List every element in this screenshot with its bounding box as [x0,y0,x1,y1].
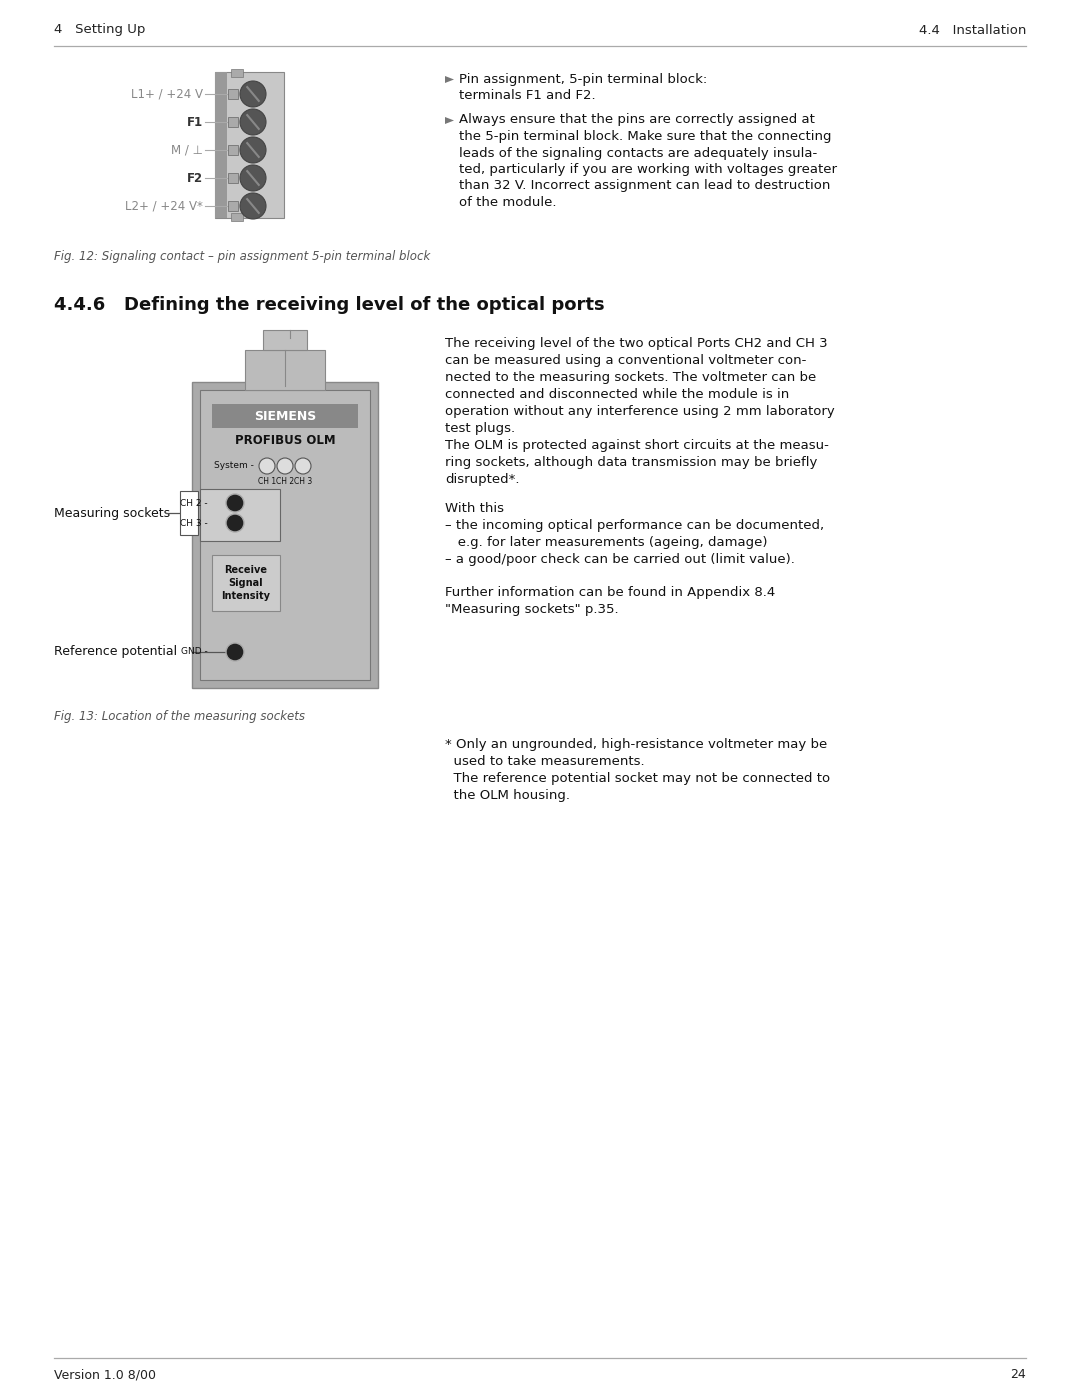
Text: nected to the measuring sockets. The voltmeter can be: nected to the measuring sockets. The vol… [445,372,816,384]
Text: leads of the signaling contacts are adequately insula-: leads of the signaling contacts are adeq… [459,147,818,159]
Text: Always ensure that the pins are correctly assigned at: Always ensure that the pins are correctl… [459,113,815,127]
Text: The receiving level of the two optical Ports CH2 and CH 3: The receiving level of the two optical P… [445,337,827,351]
Text: the OLM housing.: the OLM housing. [445,789,570,802]
Text: disrupted*.: disrupted*. [445,474,519,486]
Text: M / ⊥: M / ⊥ [171,144,203,156]
Text: ring sockets, although data transmission may be briefly: ring sockets, although data transmission… [445,455,818,469]
Text: 4.4   Installation: 4.4 Installation [919,24,1026,36]
Circle shape [240,193,266,219]
Bar [228,117,238,127]
Text: used to take measurements.: used to take measurements. [445,754,645,768]
Bar [180,490,198,535]
Text: "Measuring sockets" p.35.: "Measuring sockets" p.35. [445,604,619,616]
Text: – a good/poor check can be carried out (limit value).: – a good/poor check can be carried out (… [445,553,795,566]
Bar [264,330,307,351]
Bar [215,73,227,218]
Text: F1: F1 [187,116,203,129]
Text: With this: With this [445,502,504,515]
Circle shape [226,514,244,532]
Circle shape [276,458,293,474]
Text: F2: F2 [187,172,203,184]
Bar [228,201,238,211]
Text: Receive
Signal
Intensity: Receive Signal Intensity [221,564,270,601]
Text: Version 1.0 8/00: Version 1.0 8/00 [54,1369,156,1382]
Circle shape [240,137,266,163]
Text: terminals F1 and F2.: terminals F1 and F2. [459,89,596,102]
Text: 24: 24 [1010,1369,1026,1382]
Text: CH 1: CH 1 [258,476,276,486]
Text: CH 3 -: CH 3 - [180,518,208,528]
Bar [212,555,280,610]
Text: GND -: GND - [181,647,208,657]
Bar [212,404,357,427]
Bar [231,68,243,77]
Text: Further information can be found in Appendix 8.4: Further information can be found in Appe… [445,585,775,599]
Polygon shape [445,117,454,124]
Text: 4.4.6   Defining the receiving level of the optical ports: 4.4.6 Defining the receiving level of th… [54,296,605,314]
Circle shape [226,495,244,511]
Text: Pin assignment, 5-pin terminal block:: Pin assignment, 5-pin terminal block: [459,73,707,85]
Text: Reference potential: Reference potential [54,645,177,658]
Text: CH 2 -: CH 2 - [180,499,208,507]
Text: L2+ / +24 V*: L2+ / +24 V* [125,200,203,212]
Bar [228,145,238,155]
Circle shape [240,109,266,136]
Text: 4   Setting Up: 4 Setting Up [54,24,146,36]
Text: * Only an ungrounded, high-resistance voltmeter may be: * Only an ungrounded, high-resistance vo… [445,738,827,752]
Text: than 32 V. Incorrect assignment can lead to destruction: than 32 V. Incorrect assignment can lead… [459,179,831,193]
Circle shape [295,458,311,474]
Text: operation without any interference using 2 mm laboratory: operation without any interference using… [445,405,835,418]
Text: ted, particularly if you are working with voltages greater: ted, particularly if you are working wit… [459,163,837,176]
Circle shape [259,458,275,474]
Text: Measuring sockets: Measuring sockets [54,507,171,520]
Bar [215,73,284,218]
Circle shape [226,643,244,661]
Text: of the module.: of the module. [459,196,556,210]
Text: System -: System - [214,461,254,471]
Bar [228,89,238,99]
Text: CH 2: CH 2 [275,476,294,486]
Text: PROFIBUS OLM: PROFIBUS OLM [234,433,335,447]
Bar [245,351,325,390]
Text: – the incoming optical performance can be documented,: – the incoming optical performance can b… [445,520,824,532]
Text: Fig. 13: Location of the measuring sockets: Fig. 13: Location of the measuring socke… [54,710,305,724]
Bar [192,381,378,687]
Text: SIEMENS: SIEMENS [254,409,316,422]
Text: e.g. for later measurements (ageing, damage): e.g. for later measurements (ageing, dam… [445,536,768,549]
Text: The reference potential socket may not be connected to: The reference potential socket may not b… [445,773,831,785]
Text: The OLM is protected against short circuits at the measu-: The OLM is protected against short circu… [445,439,828,453]
Text: Fig. 12: Signaling contact – pin assignment 5-pin terminal block: Fig. 12: Signaling contact – pin assignm… [54,250,430,263]
Text: CH 3: CH 3 [294,476,312,486]
Bar [200,489,280,541]
Text: L1+ / +24 V: L1+ / +24 V [131,88,203,101]
Polygon shape [445,75,454,82]
Bar [231,212,243,221]
Bar [228,173,238,183]
Circle shape [240,81,266,108]
Text: test plugs.: test plugs. [445,422,515,434]
Circle shape [240,165,266,191]
Bar [200,390,370,680]
Text: the 5-pin terminal block. Make sure that the connecting: the 5-pin terminal block. Make sure that… [459,130,832,142]
Text: connected and disconnected while the module is in: connected and disconnected while the mod… [445,388,789,401]
Text: can be measured using a conventional voltmeter con-: can be measured using a conventional vol… [445,353,807,367]
